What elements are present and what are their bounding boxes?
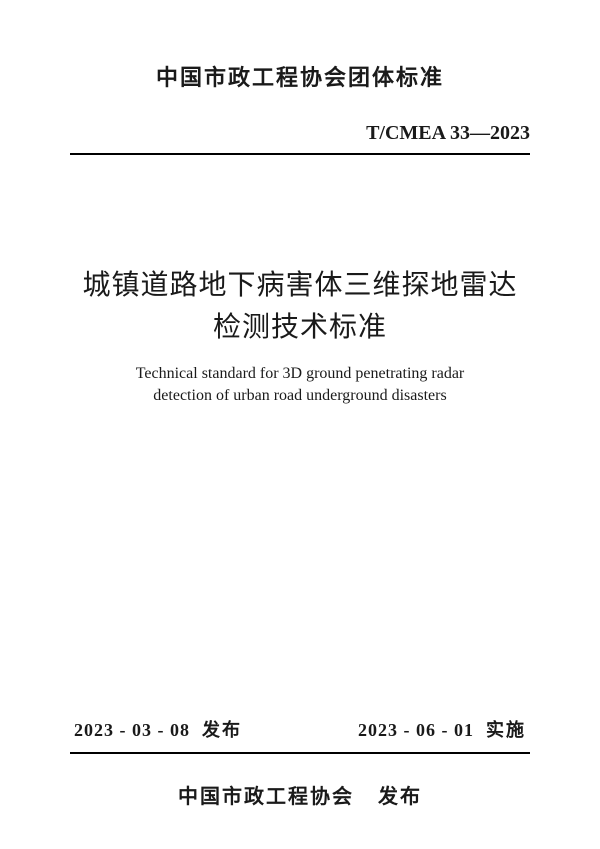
- standard-code: T/CMEA 33—2023: [70, 122, 530, 145]
- vertical-spacer: [70, 428, 530, 716]
- title-zh-line2: 检测技术标准: [70, 307, 530, 349]
- issued-label: 发布: [202, 720, 242, 740]
- title-zh-line1: 城镇道路地下病害体三维探地雷达: [70, 265, 530, 307]
- publisher-action: 发布: [378, 786, 422, 808]
- title-chinese: 城镇道路地下病害体三维探地雷达 检测技术标准: [70, 265, 530, 349]
- issuing-organization: 中国市政工程协会团体标准: [70, 60, 530, 92]
- standard-cover-page: 中国市政工程协会团体标准 T/CMEA 33—2023 城镇道路地下病害体三维探…: [0, 0, 600, 849]
- dates-row: 2023 - 03 - 08 发布 2023 - 06 - 01 实施: [70, 716, 530, 742]
- publisher-name: 中国市政工程协会: [178, 786, 354, 808]
- bottom-divider: [70, 752, 530, 754]
- issued-date: 2023 - 03 - 08: [74, 720, 190, 740]
- effective-date-block: 2023 - 06 - 01 实施: [358, 716, 526, 742]
- effective-date: 2023 - 06 - 01: [358, 720, 474, 740]
- effective-label: 实施: [486, 720, 526, 740]
- title-en-line2: detection of urban road underground disa…: [70, 385, 530, 407]
- issued-date-block: 2023 - 03 - 08 发布: [74, 716, 242, 742]
- title-en-line1: Technical standard for 3D ground penetra…: [70, 363, 530, 385]
- title-english: Technical standard for 3D ground penetra…: [70, 363, 530, 408]
- publisher-line: 中国市政工程协会 发布: [70, 780, 530, 809]
- top-divider: [70, 153, 530, 155]
